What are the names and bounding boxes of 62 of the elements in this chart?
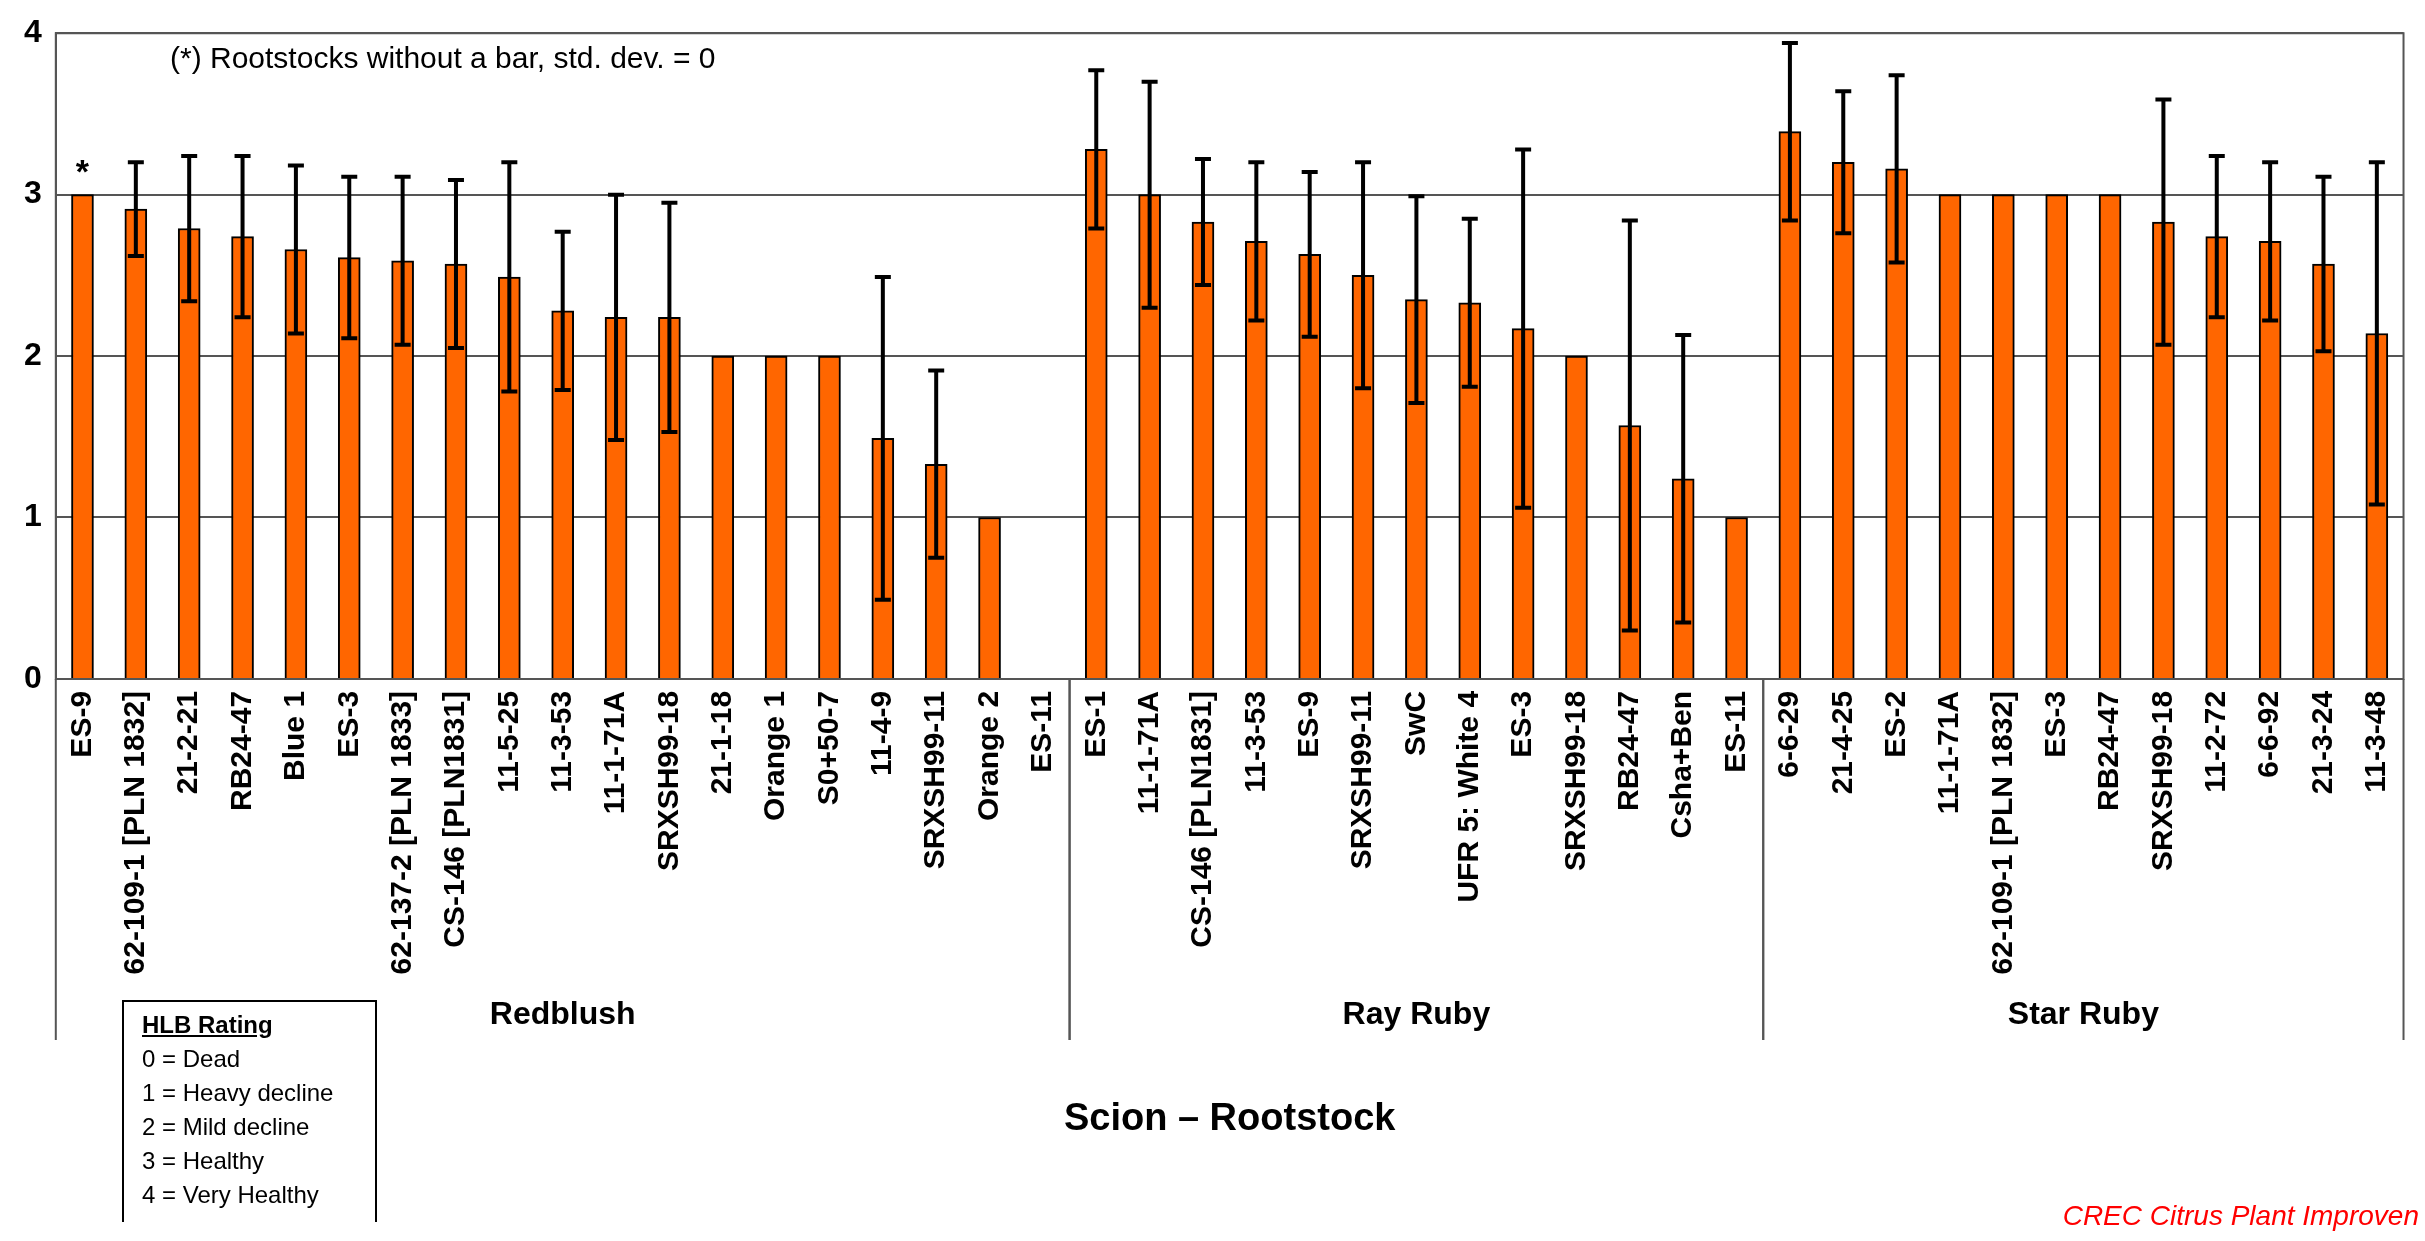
- x-tick-label: 11-1-71A: [1130, 690, 1164, 815]
- x-tick-label: Orange 1: [757, 690, 791, 821]
- x-tick-label: ES-3: [330, 690, 364, 758]
- annotation: (*) Rootstocks without a bar, std. dev. = 0: [170, 41, 716, 75]
- x-tick-label: 11-1-71A: [1931, 690, 1965, 815]
- x-tick-label: 21-3-24: [2304, 690, 2338, 795]
- x-tick-label: Orange 2: [970, 690, 1004, 821]
- x-tick-label: ES-9: [1290, 690, 1324, 758]
- x-tick-label: 62-109-1 [PLN 1832]: [1984, 690, 2018, 975]
- text: Star Ruby: [2007, 994, 2160, 1031]
- x-tick-label: SRXSH99-18: [2144, 690, 2178, 872]
- x-tick-label: RB24-47: [1611, 690, 1645, 811]
- y-tick-label: 4: [24, 13, 42, 50]
- x-tick-label: ES-9: [63, 690, 97, 758]
- x-tick-label: ES-2: [1877, 690, 1911, 758]
- x-tick-label: 11-1-71A: [597, 690, 631, 815]
- x-tick-label: S0+50-7: [810, 690, 844, 806]
- x-tick-label: 11-5-25: [490, 690, 524, 793]
- x-tick-label: 6-6-92: [2251, 690, 2285, 778]
- x-axis-title: Scion – Rootstock: [1063, 1095, 1397, 1138]
- x-tick-label: ES-3: [1504, 690, 1538, 758]
- text: 4 = Very Healthy: [142, 1180, 320, 1210]
- text: CREC Citrus Plant Improven: [2062, 1200, 2419, 1232]
- x-tick-label: Csha+Ben: [1664, 690, 1698, 839]
- x-tick-label: SwC: [1397, 690, 1431, 756]
- text: 3 = Healthy: [142, 1146, 266, 1176]
- x-tick-label: ES-3: [2037, 690, 2071, 758]
- y-tick-label: 1: [24, 497, 42, 534]
- x-tick-label: ES-11: [1717, 690, 1751, 773]
- x-tick-label: 21-4-25: [1824, 690, 1858, 795]
- x-tick-label: SRXSH99-11: [917, 690, 951, 870]
- x-tick-label: SRXSH99-18: [1557, 690, 1591, 872]
- text: HLB Rating: [142, 1010, 274, 1040]
- text: 0 = Dead: [142, 1044, 242, 1074]
- text: Redblush: [489, 994, 636, 1031]
- x-tick-label: SRXSH99-11: [1344, 690, 1378, 870]
- y-tick-label: 0: [24, 658, 42, 695]
- x-tick-label: SRXSH99-18: [650, 690, 684, 872]
- x-tick-label: ES-1: [1077, 690, 1111, 758]
- text: Ray Ruby: [1342, 994, 1491, 1031]
- y-tick-label: 2: [24, 335, 42, 372]
- x-tick-label: 11-3-53: [543, 690, 577, 793]
- x-tick-label: Blue 1: [277, 690, 311, 781]
- x-tick-label: 21-1-18: [704, 690, 738, 795]
- x-tick-label: UFR 5: White 4: [1451, 690, 1485, 903]
- x-tick-label: 11-4-9: [864, 690, 898, 776]
- text: 1 = Heavy decline: [142, 1078, 335, 1108]
- x-tick-label: CS-146 [PLN1831]: [1184, 690, 1218, 948]
- x-tick-label: 11-2-72: [2198, 690, 2232, 793]
- text: 2 = Mild decline: [142, 1112, 311, 1142]
- x-tick-label: 11-3-48: [2358, 690, 2392, 793]
- x-tick-label: RB24-47: [223, 690, 257, 811]
- annotation: *: [75, 152, 90, 191]
- x-tick-label: 6-6-29: [1771, 690, 1805, 778]
- x-tick-label: 11-3-53: [1237, 690, 1271, 793]
- y-tick-label: 3: [24, 174, 42, 211]
- x-tick-label: CS-146 [PLN1831]: [437, 690, 471, 948]
- x-tick-label: ES-11: [1024, 690, 1058, 773]
- x-tick-label: 62-109-1 [PLN 1832]: [117, 690, 151, 975]
- x-tick-label: 21-2-21: [170, 690, 204, 795]
- x-tick-label: RB24-47: [2091, 690, 2125, 811]
- x-tick-label: 62-137-2 [PLN 1833]: [383, 690, 417, 975]
